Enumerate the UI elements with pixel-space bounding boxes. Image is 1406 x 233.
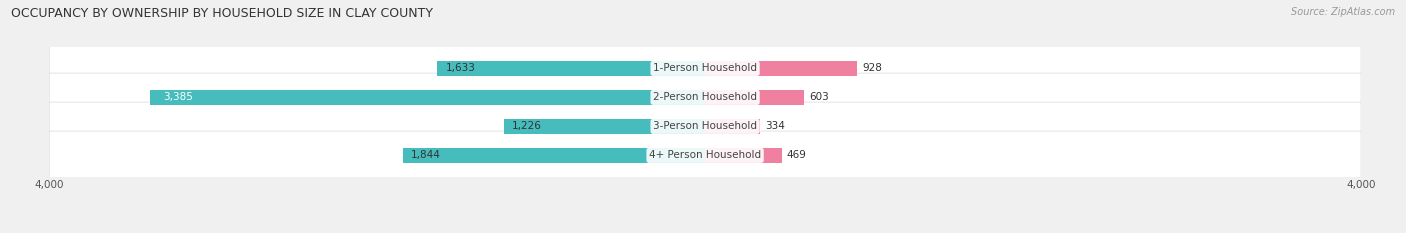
Text: 1,226: 1,226 bbox=[512, 121, 543, 131]
Text: 1,844: 1,844 bbox=[411, 150, 441, 160]
FancyBboxPatch shape bbox=[49, 73, 1361, 122]
Bar bbox=[150, 90, 706, 105]
Text: OCCUPANCY BY OWNERSHIP BY HOUSEHOLD SIZE IN CLAY COUNTY: OCCUPANCY BY OWNERSHIP BY HOUSEHOLD SIZE… bbox=[11, 7, 433, 20]
Text: 603: 603 bbox=[808, 92, 828, 102]
Text: 469: 469 bbox=[787, 150, 807, 160]
Text: Source: ZipAtlas.com: Source: ZipAtlas.com bbox=[1291, 7, 1395, 17]
Text: 1,633: 1,633 bbox=[446, 63, 475, 73]
FancyBboxPatch shape bbox=[49, 102, 1361, 151]
Bar bbox=[706, 61, 858, 76]
Text: 1-Person Household: 1-Person Household bbox=[654, 63, 756, 73]
Text: 3-Person Household: 3-Person Household bbox=[654, 121, 756, 131]
Text: 928: 928 bbox=[862, 63, 882, 73]
Text: 2-Person Household: 2-Person Household bbox=[654, 92, 756, 102]
Bar bbox=[505, 119, 706, 134]
Text: 4+ Person Household: 4+ Person Household bbox=[650, 150, 761, 160]
Bar bbox=[706, 119, 759, 134]
FancyBboxPatch shape bbox=[49, 44, 1361, 93]
Bar bbox=[706, 148, 782, 163]
Text: 334: 334 bbox=[765, 121, 785, 131]
Text: 3,385: 3,385 bbox=[163, 92, 193, 102]
Bar bbox=[706, 90, 804, 105]
Bar bbox=[437, 61, 706, 76]
FancyBboxPatch shape bbox=[49, 131, 1361, 180]
Bar bbox=[402, 148, 706, 163]
